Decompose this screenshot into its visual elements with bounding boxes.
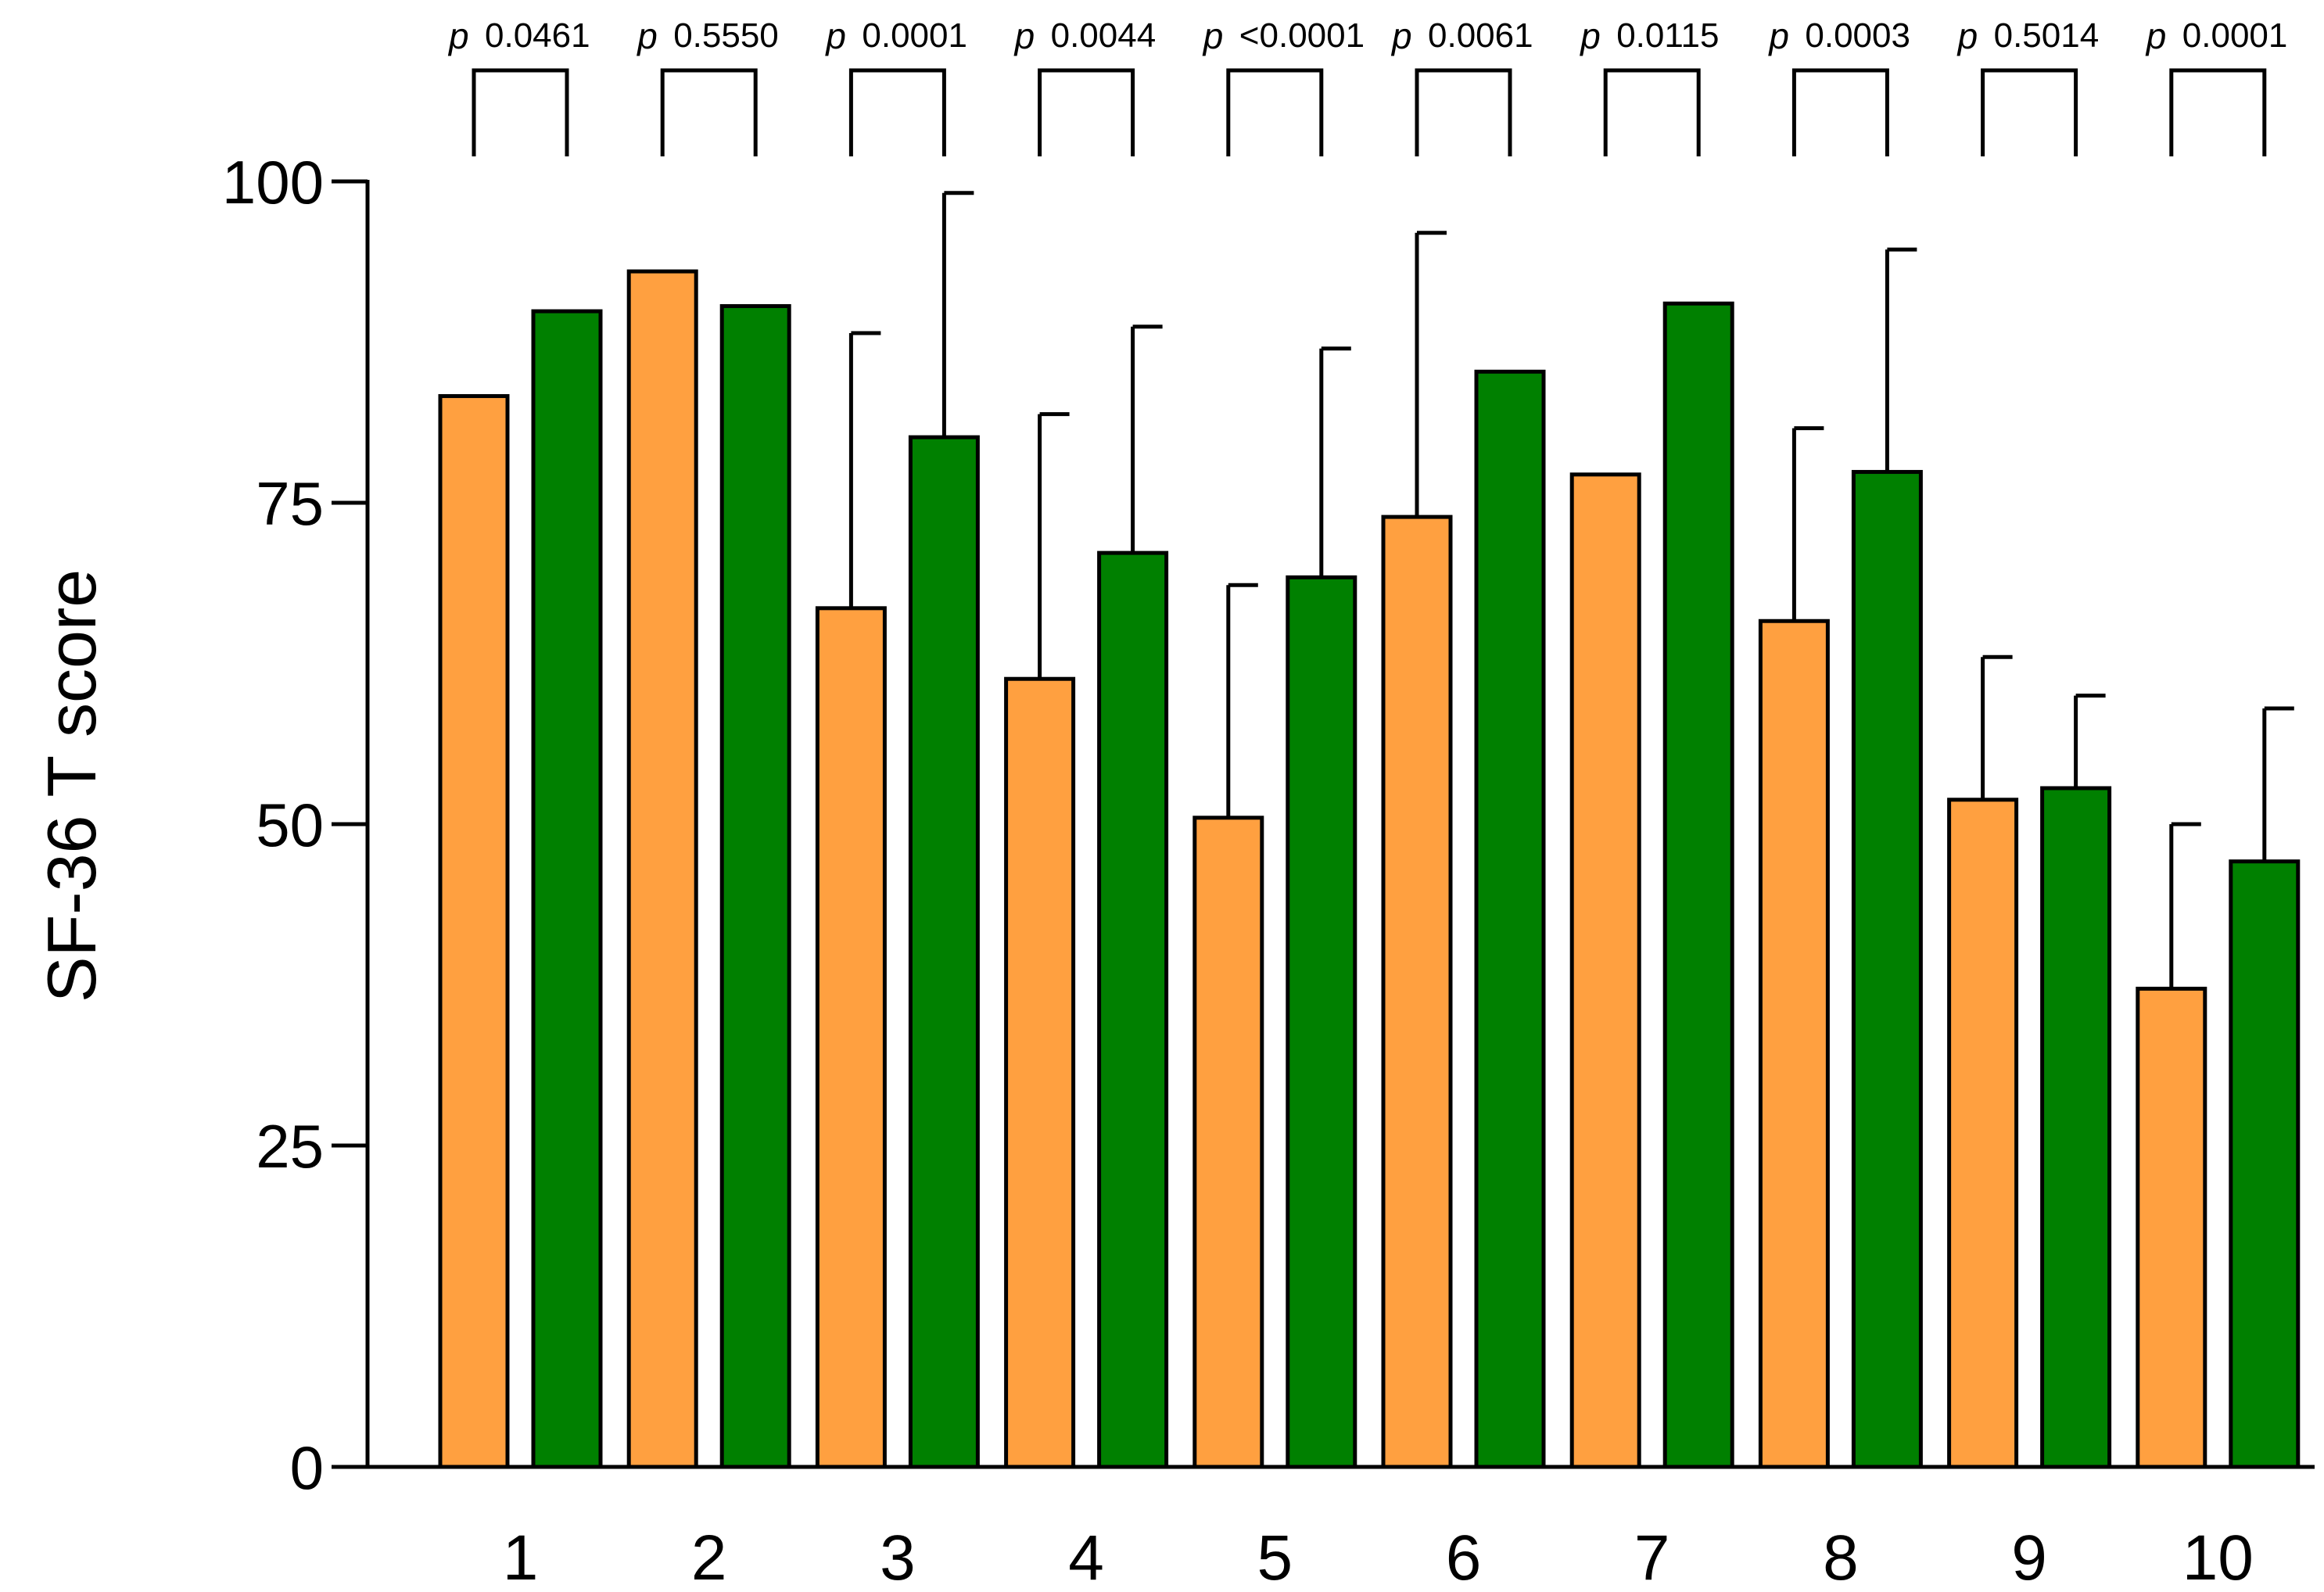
x-category-label: 8 — [1823, 1522, 1859, 1592]
x-category-label: 2 — [691, 1522, 727, 1592]
bar-green-6 — [1474, 369, 1546, 1469]
bar-green-9 — [2040, 786, 2112, 1469]
p-value-label: 0.0061 — [1428, 16, 1533, 55]
bar-orange-3 — [815, 606, 887, 1469]
p-value-label: 0.0461 — [485, 16, 590, 55]
p-value-label: 0.0003 — [1805, 16, 1910, 55]
bar-orange-6 — [1381, 515, 1453, 1469]
comparison-bracket — [1791, 68, 1889, 156]
bar-green-7 — [1662, 301, 1734, 1469]
bar-orange-2 — [626, 269, 698, 1469]
x-category-label: 1 — [503, 1522, 539, 1592]
bar-green-4 — [1097, 550, 1169, 1469]
x-category-label: 7 — [1634, 1522, 1670, 1592]
p-symbol: p — [1956, 16, 1978, 56]
bar-orange-1 — [438, 394, 510, 1469]
x-axis: 1 2 3 4 5 6 7 8 9 10 — [332, 1465, 2315, 1592]
bars — [438, 269, 2301, 1469]
comparison-bracket — [1226, 68, 1324, 156]
p-value-label: 0.0001 — [862, 16, 967, 55]
p-value-label: 0.5014 — [1994, 16, 2100, 55]
y-tick-label: 25 — [256, 1112, 324, 1181]
y-tick-label: 50 — [256, 791, 324, 859]
bar-green-3 — [908, 435, 980, 1469]
p-symbol: p — [636, 16, 658, 56]
comparison-bracket — [1415, 68, 1512, 156]
x-category-label: 10 — [2182, 1522, 2254, 1592]
bar-orange-8 — [1758, 619, 1830, 1469]
comparison-brackets: p 0.0461 p 0.5550 p 0.0001 p 0.0044 p <0.0001 p 0.0… — [447, 16, 2287, 156]
bar-orange-10 — [2136, 986, 2207, 1469]
p-symbol: p — [2145, 16, 2167, 56]
p-symbol: p — [1390, 16, 1412, 56]
comparison-bracket — [848, 68, 946, 156]
x-category-label: 4 — [1068, 1522, 1104, 1592]
bar-orange-5 — [1192, 816, 1264, 1469]
p-symbol: p — [824, 16, 846, 56]
comparison-bracket — [1603, 68, 1701, 156]
error-bars — [848, 191, 2294, 989]
p-symbol: p — [1202, 16, 1224, 56]
p-value-label: 0.5550 — [673, 16, 779, 55]
p-symbol: p — [1579, 16, 1601, 56]
p-symbol: p — [447, 16, 469, 56]
comparison-bracket — [472, 68, 569, 156]
bar-green-8 — [1851, 470, 1923, 1469]
comparison-bracket — [2169, 68, 2267, 156]
bar-orange-7 — [1569, 472, 1641, 1469]
bar-green-1 — [531, 309, 603, 1469]
comparison-bracket — [1981, 68, 2078, 156]
y-axis-title: SF-36 T score — [33, 569, 110, 1002]
bar-orange-4 — [1004, 676, 1076, 1469]
y-tick-label: 75 — [256, 469, 324, 538]
bar-green-2 — [719, 303, 791, 1469]
x-category-label: 5 — [1257, 1522, 1293, 1592]
y-tick-label: 0 — [290, 1433, 324, 1502]
x-category-label: 3 — [880, 1522, 916, 1592]
p-symbol: p — [1767, 16, 1789, 56]
bar-orange-9 — [1947, 798, 2019, 1469]
comparison-bracket — [660, 68, 758, 156]
p-value-label: 0.0044 — [1051, 16, 1157, 55]
x-category-label: 6 — [1446, 1522, 1482, 1592]
p-value-label: 0.0001 — [2182, 16, 2288, 55]
comparison-bracket — [1038, 68, 1135, 156]
p-symbol: p — [1013, 16, 1035, 56]
p-value-label: 0.0115 — [1616, 16, 1719, 55]
y-axis: 0 25 50 75 100 — [222, 148, 370, 1502]
bar-green-10 — [2229, 859, 2301, 1469]
p-value-label: <0.0001 — [1239, 16, 1365, 55]
bar-green-5 — [1286, 575, 1357, 1469]
y-tick-label: 100 — [222, 148, 324, 217]
x-category-label: 9 — [2011, 1522, 2047, 1592]
